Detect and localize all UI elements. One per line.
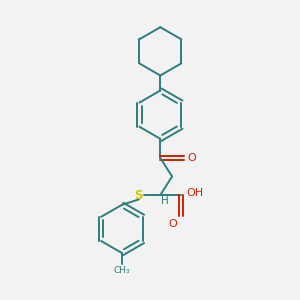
Text: H: H [161,196,169,206]
Text: O: O [168,219,177,229]
Text: S: S [135,188,143,202]
Text: CH₃: CH₃ [114,266,130,275]
Text: O: O [188,153,196,163]
Text: OH: OH [186,188,203,198]
